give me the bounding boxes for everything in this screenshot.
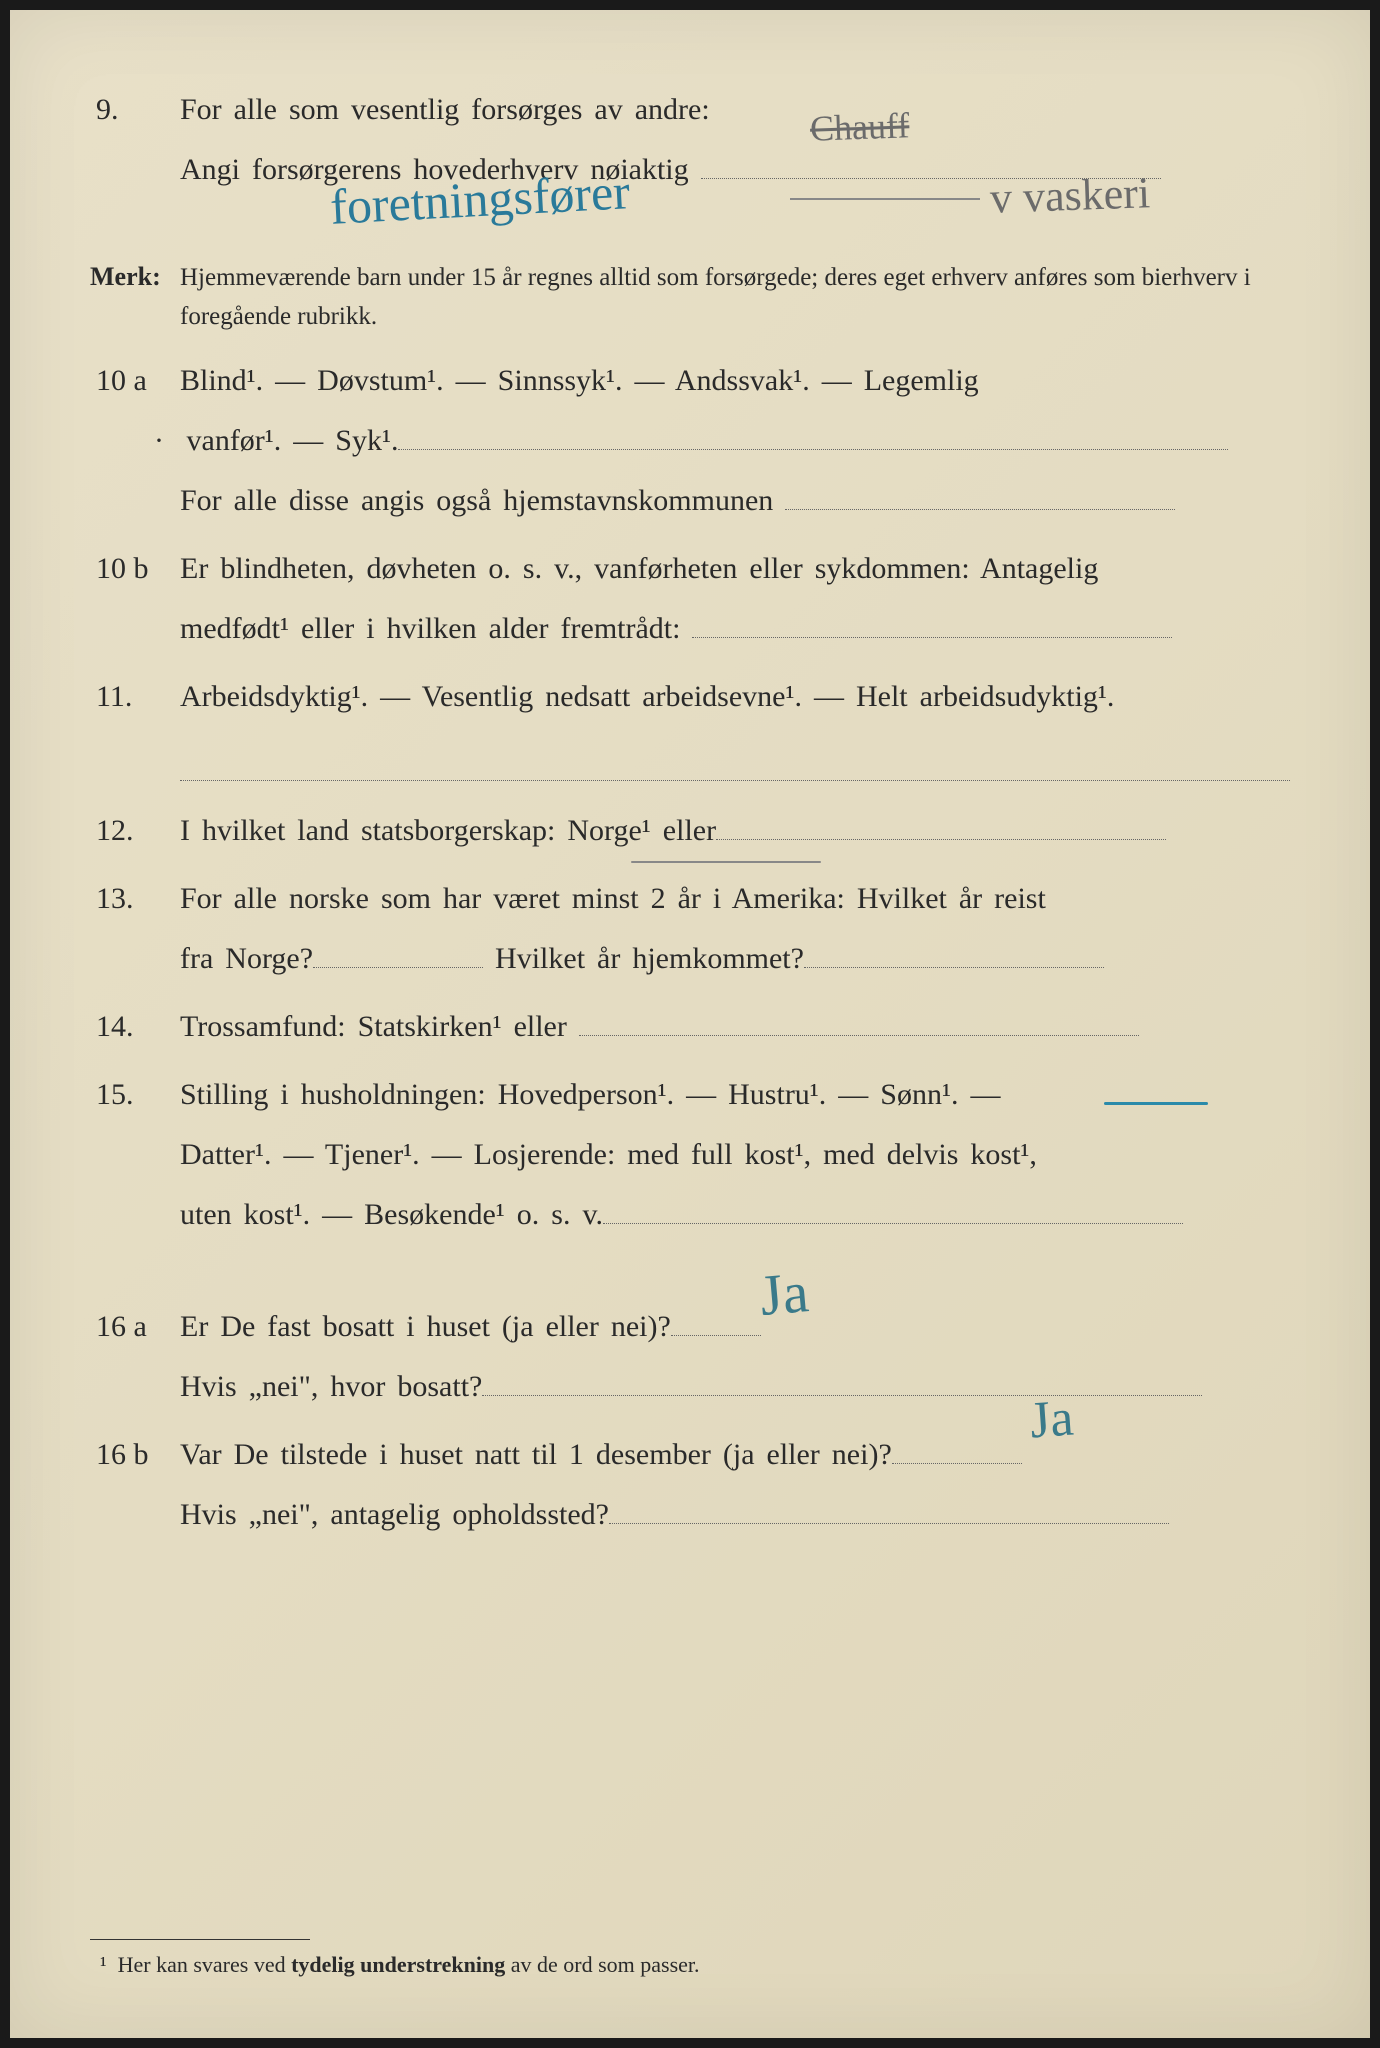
handwriting-pencil-vaskeri: v vaskeri	[989, 167, 1151, 224]
question-16a: 16 a Er De fast bosatt i huset (ja eller…	[90, 1297, 1290, 1417]
q13-content: For alle norske som har været minst 2 år…	[180, 869, 1290, 989]
question-11: 11. Arbeidsdyktig¹. — Vesentlig nedsatt …	[90, 667, 1290, 793]
handwriting-16a-ja: Ja	[757, 1258, 811, 1329]
q12-text: I hvilket land statsborgerskap: Norge¹ e…	[180, 814, 716, 847]
q11-text: Arbeidsdyktig¹. — Vesentlig nedsatt arbe…	[180, 680, 1114, 713]
document-page: 9. For alle som vesentlig forsørges av a…	[10, 10, 1370, 2038]
q12-fill	[716, 807, 1166, 840]
q10b-number: 10 b	[90, 540, 180, 597]
q16b-content: Var De tilstede i huset natt til 1 desem…	[180, 1425, 1290, 1545]
q10a-content: Blind¹. — Døvstum¹. — Sinnssyk¹. — Andss…	[180, 351, 1290, 531]
q10a-fill2	[785, 477, 1175, 510]
underline-sonn	[1104, 1102, 1208, 1105]
q16b-line2: Hvis „nei", antagelig opholdssted?	[180, 1498, 609, 1531]
q16b-line1: Var De tilstede i huset natt til 1 desem…	[180, 1438, 892, 1471]
q16b-fill2	[609, 1491, 1169, 1524]
q14-content: Trossamfund: Statskirken¹ eller	[180, 997, 1290, 1057]
question-16b: 16 b Var De tilstede i huset natt til 1 …	[90, 1425, 1290, 1545]
q15-number: 15.	[90, 1066, 180, 1123]
question-14: 14. Trossamfund: Statskirken¹ eller	[90, 997, 1290, 1057]
q10a-line3: For alle disse angis også hjemstavnskomm…	[180, 484, 773, 517]
q13-line1: For alle norske som har været minst 2 år…	[180, 882, 1046, 915]
q10b-line1: Er blindheten, døvheten o. s. v., vanfør…	[180, 552, 1098, 585]
q10a-line1: Blind¹. — Døvstum¹. — Sinnssyk¹. — Andss…	[180, 364, 979, 397]
q10a-fill1	[398, 417, 1228, 450]
spacer	[90, 1253, 1290, 1297]
footnote-marker: ¹	[100, 1952, 107, 1977]
strike-line	[790, 198, 980, 200]
q14-text: Trossamfund: Statskirken¹ eller	[180, 1010, 567, 1043]
q15-content: Stilling i husholdningen: Hovedperson¹. …	[180, 1065, 1290, 1245]
q16a-number: 16 a	[90, 1298, 180, 1355]
q16a-line1: Er De fast bosatt i huset (ja eller nei)…	[180, 1310, 671, 1343]
handwriting-16b-ja: Ja	[1028, 1389, 1075, 1451]
underline-norge	[631, 861, 821, 863]
q13-fill1	[313, 935, 483, 968]
q9-number: 9.	[90, 81, 180, 138]
q10a-line2: vanfør¹. — Syk¹.	[187, 424, 399, 457]
q12-content: I hvilket land statsborgerskap: Norge¹ e…	[180, 801, 1290, 861]
footnote-text: ¹ Her kan svares ved tydelig understrekn…	[90, 1952, 1290, 1978]
q14-number: 14.	[90, 998, 180, 1055]
question-12: 12. I hvilket land statsborgerskap: Norg…	[90, 801, 1290, 861]
q10b-content: Er blindheten, døvheten o. s. v., vanfør…	[180, 539, 1290, 659]
q10b-line2: medfødt¹ eller i hvilken alder fremtrådt…	[180, 612, 680, 645]
q16a-content: Er De fast bosatt i huset (ja eller nei)…	[180, 1297, 1290, 1417]
question-10a: 10 a Blind¹. — Døvstum¹. — Sinnssyk¹. — …	[90, 351, 1290, 531]
q15-line2: Datter¹. — Tjener¹. — Losjerende: med fu…	[180, 1138, 1037, 1171]
q11-content: Arbeidsdyktig¹. — Vesentlig nedsatt arbe…	[180, 667, 1290, 793]
q13-line2b: Hvilket år hjemkommet?	[495, 942, 804, 975]
q11-fill	[180, 739, 1290, 781]
q16a-fill2	[482, 1363, 1202, 1396]
q9-line1: For alle som vesentlig forsørges av andr…	[180, 93, 710, 126]
q10a-number: 10 a	[90, 352, 180, 409]
q16b-fill1	[892, 1431, 1022, 1464]
q12-number: 12.	[90, 802, 180, 859]
q13-line2a: fra Norge?	[180, 942, 313, 975]
q13-number: 13.	[90, 870, 180, 927]
q16a-fill1	[671, 1303, 761, 1336]
footnote-rule	[90, 1939, 310, 1940]
question-13: 13. For alle norske som har været minst …	[90, 869, 1290, 989]
footnote-region: ¹ Her kan svares ved tydelig understrekn…	[90, 1879, 1290, 1978]
q15-line1: Stilling i husholdningen: Hovedperson¹. …	[180, 1078, 1000, 1111]
q15-fill	[603, 1191, 1183, 1224]
handwriting-pencil-chauff: Chauff	[809, 104, 910, 149]
q11-number: 11.	[90, 668, 180, 725]
question-15: 15. Stilling i husholdningen: Hovedperso…	[90, 1065, 1290, 1245]
q16b-number: 16 b	[90, 1426, 180, 1483]
q14-fill	[579, 1003, 1139, 1036]
question-10b: 10 b Er blindheten, døvheten o. s. v., v…	[90, 539, 1290, 659]
q16a-line2: Hvis „nei", hvor bosatt?	[180, 1370, 482, 1403]
merk-label: Merk:	[90, 252, 180, 301]
q13-fill2	[804, 935, 1104, 968]
merk-text: Hjemmeværende barn under 15 år regnes al…	[180, 259, 1290, 337]
merk-note: Merk: Hjemmeværende barn under 15 år reg…	[90, 252, 1290, 337]
q15-line3: uten kost¹. — Besøkende¹ o. s. v.	[180, 1198, 603, 1231]
q10b-fill	[692, 605, 1172, 638]
